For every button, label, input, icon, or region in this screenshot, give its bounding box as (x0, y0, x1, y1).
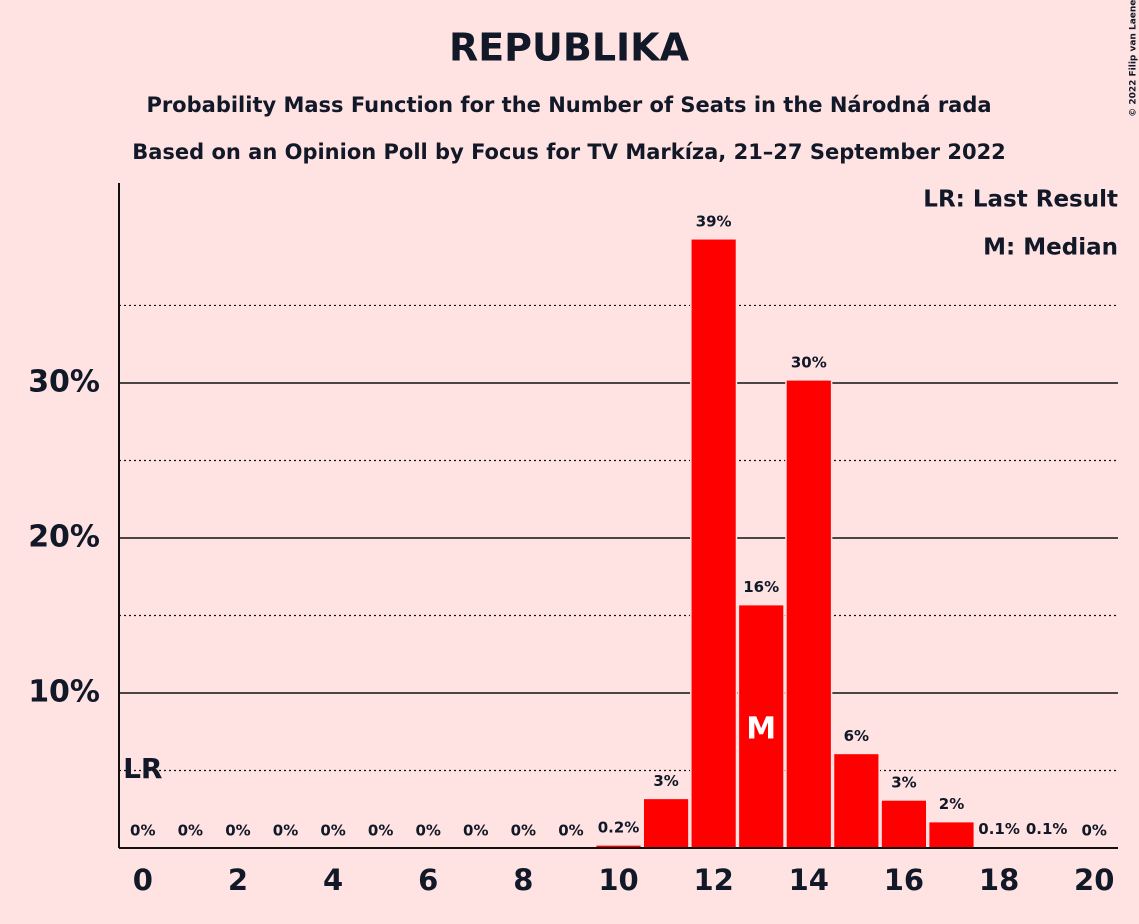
chart-title: REPUBLIKA (449, 26, 690, 70)
value-label: 3% (891, 773, 916, 791)
x-tick-label: 2 (228, 863, 248, 897)
bar (642, 797, 690, 849)
value-label: 3% (653, 772, 678, 790)
x-tick-label: 10 (598, 863, 638, 897)
bar (785, 379, 833, 849)
x-tick-label: 14 (789, 863, 829, 897)
x-tick-label: 20 (1074, 863, 1114, 897)
value-label: 16% (743, 578, 779, 596)
chart-subtitle: Probability Mass Function for the Number… (146, 93, 991, 117)
value-label: 30% (791, 353, 827, 371)
y-tick-label: 30% (28, 364, 100, 399)
chart-subtitle: Based on an Opinion Poll by Focus for TV… (132, 140, 1006, 164)
value-label: 0% (273, 822, 298, 840)
x-tick-label: 18 (979, 863, 1019, 897)
median-marker: M (746, 712, 776, 747)
value-label: 0% (225, 822, 250, 840)
x-tick-label: 6 (418, 863, 438, 897)
value-label: 6% (844, 727, 869, 745)
value-label: 0% (511, 822, 536, 840)
y-tick-label: 10% (28, 674, 100, 709)
x-tick-label: 8 (513, 863, 533, 897)
legend-entry: LR: Last Result (923, 187, 1118, 213)
value-label: 0% (178, 822, 203, 840)
bar (690, 238, 738, 849)
value-label: 39% (696, 212, 732, 230)
value-label: 0% (463, 822, 488, 840)
last-result-marker: LR (123, 752, 162, 785)
value-label: 0% (320, 822, 345, 840)
value-label: 0.2% (598, 818, 640, 836)
value-label: 2% (939, 795, 964, 813)
value-label: 0% (1081, 822, 1106, 840)
x-tick-label: 12 (693, 863, 733, 897)
value-label: 0% (558, 822, 583, 840)
x-tick-label: 16 (884, 863, 924, 897)
value-label: 0% (130, 822, 155, 840)
bar (832, 752, 880, 849)
y-tick-label: 20% (28, 519, 100, 554)
value-label: 0.1% (978, 820, 1020, 838)
value-label: 0.1% (1026, 820, 1068, 838)
x-tick-label: 0 (133, 863, 153, 897)
bar (927, 820, 976, 849)
bar (880, 799, 928, 849)
value-label: 0% (368, 822, 393, 840)
copyright: © 2022 Filip van Laenen (1129, 0, 1139, 117)
x-tick-label: 4 (323, 863, 343, 897)
value-label: 0% (415, 822, 440, 840)
legend-entry: M: Median (983, 235, 1118, 261)
